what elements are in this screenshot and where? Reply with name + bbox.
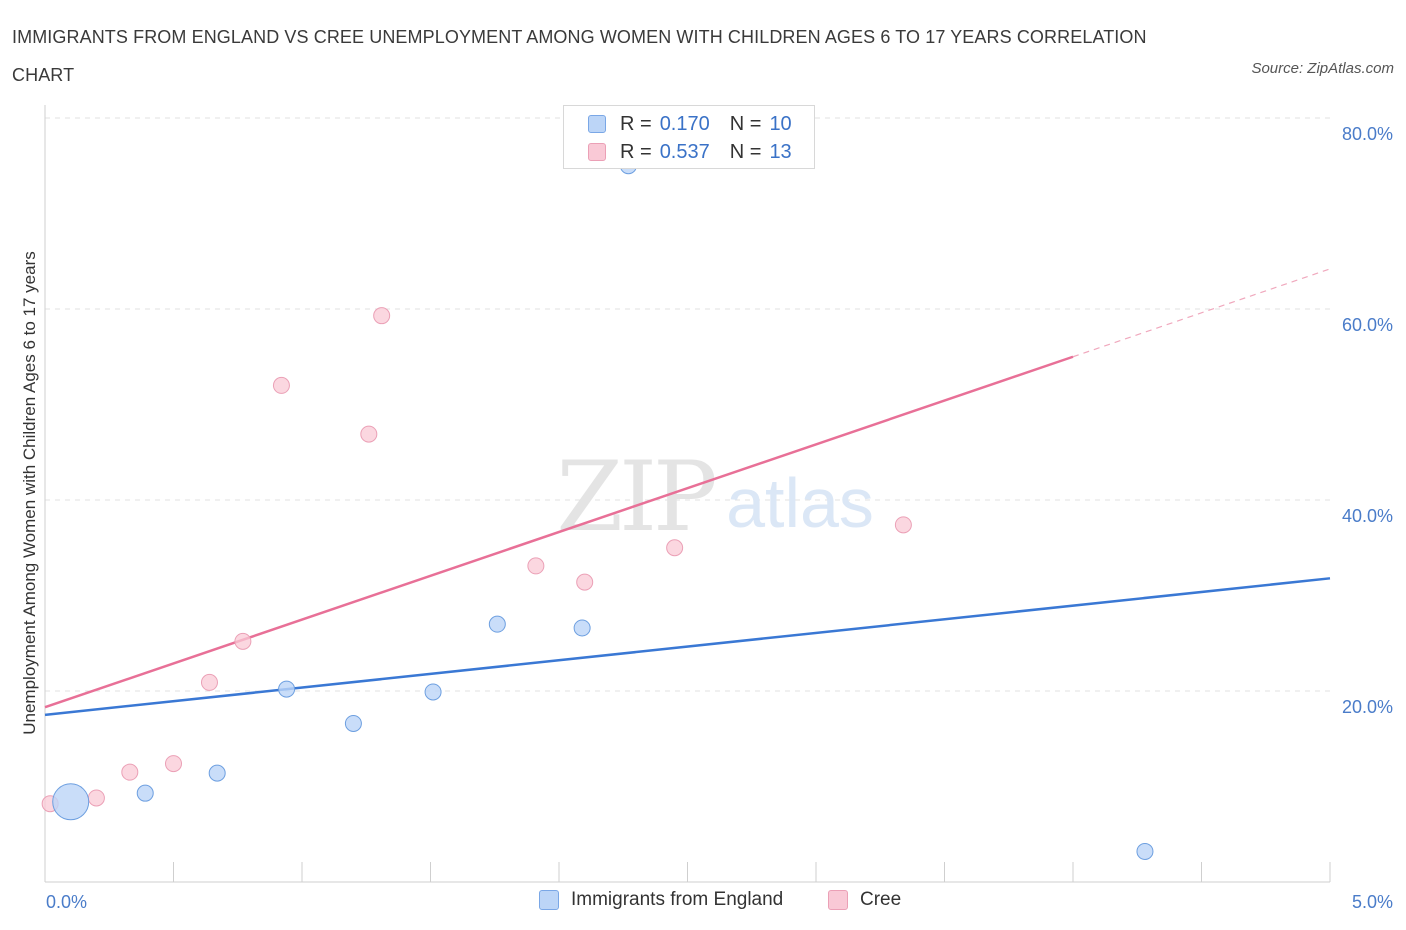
point-cree (576, 573, 594, 591)
watermark: ZIP atlas (556, 441, 874, 553)
y-axis-label: Unemployment Among Women with Children A… (20, 251, 39, 735)
watermark-atlas: atlas (726, 464, 874, 542)
y-tick-label: 60.0% (1342, 315, 1393, 335)
point-england (208, 764, 226, 782)
grid-lines (45, 117, 1330, 692)
data-points (41, 157, 1154, 860)
cree-legend-swatch (828, 890, 848, 910)
point-cree (666, 539, 684, 557)
r-value-england: 0.170 (659, 112, 710, 135)
england-legend-swatch (539, 890, 559, 910)
watermark-zip: ZIP (556, 441, 715, 553)
axes (44, 105, 1331, 883)
point-england (424, 683, 442, 701)
n-value-cree: 13 (769, 140, 792, 163)
n-value-england: 10 (769, 112, 792, 135)
legend-label-england: Immigrants from England (571, 889, 784, 910)
legend-label-cree: Cree (860, 889, 902, 910)
point-england (488, 615, 506, 633)
point-england (52, 783, 90, 821)
y-tick-label: 20.0% (1342, 697, 1393, 717)
point-cree (200, 673, 218, 691)
point-cree (121, 763, 139, 781)
x-tick-label: 0.0% (46, 892, 87, 912)
trend-lines (44, 268, 1331, 717)
chart-title: IMMIGRANTS FROM ENGLAND VS CREE UNEMPLOY… (12, 27, 1147, 85)
point-cree (360, 425, 378, 443)
point-cree (87, 789, 105, 807)
trend-line-england (44, 577, 1331, 717)
point-england (573, 619, 591, 637)
x-tick-label: 5.0% (1352, 892, 1393, 912)
r-label: R = (620, 112, 652, 135)
point-england (1136, 842, 1154, 860)
y-tick-label: 40.0% (1342, 506, 1393, 526)
legend-item-cree[interactable]: Cree (828, 889, 901, 911)
r-label: R = (620, 140, 652, 163)
england-swatch (588, 115, 606, 133)
cree-swatch (588, 143, 606, 161)
source-label: Source: ZipAtlas.com (1251, 60, 1394, 77)
n-label: N = (729, 140, 762, 163)
point-cree (527, 557, 545, 575)
legend-item-england[interactable]: Immigrants from England (539, 889, 783, 911)
point-cree (234, 632, 252, 650)
n-label: N = (729, 112, 762, 135)
axis-labels: 20.0% 40.0% 60.0% 80.0% 0.0% 5.0% (46, 124, 1393, 912)
point-cree (894, 516, 912, 534)
point-england (344, 714, 362, 732)
point-england (278, 680, 296, 698)
series-legend: Immigrants from England Cree (0, 889, 1406, 915)
point-cree (272, 376, 290, 394)
point-england (136, 784, 154, 802)
point-cree (373, 307, 391, 325)
y-tick-label: 80.0% (1342, 124, 1393, 144)
correlation-legend: R = 0.170 N = 10 R = 0.537 N = 13 (563, 105, 815, 169)
legend-row-england: R = 0.170 N = 10 (588, 110, 792, 138)
legend-row-cree: R = 0.537 N = 13 (588, 138, 792, 166)
point-cree (165, 755, 182, 773)
trend-extension-cree (1072, 268, 1331, 358)
r-value-cree: 0.537 (659, 140, 710, 163)
trend-line-cree (44, 355, 1074, 709)
